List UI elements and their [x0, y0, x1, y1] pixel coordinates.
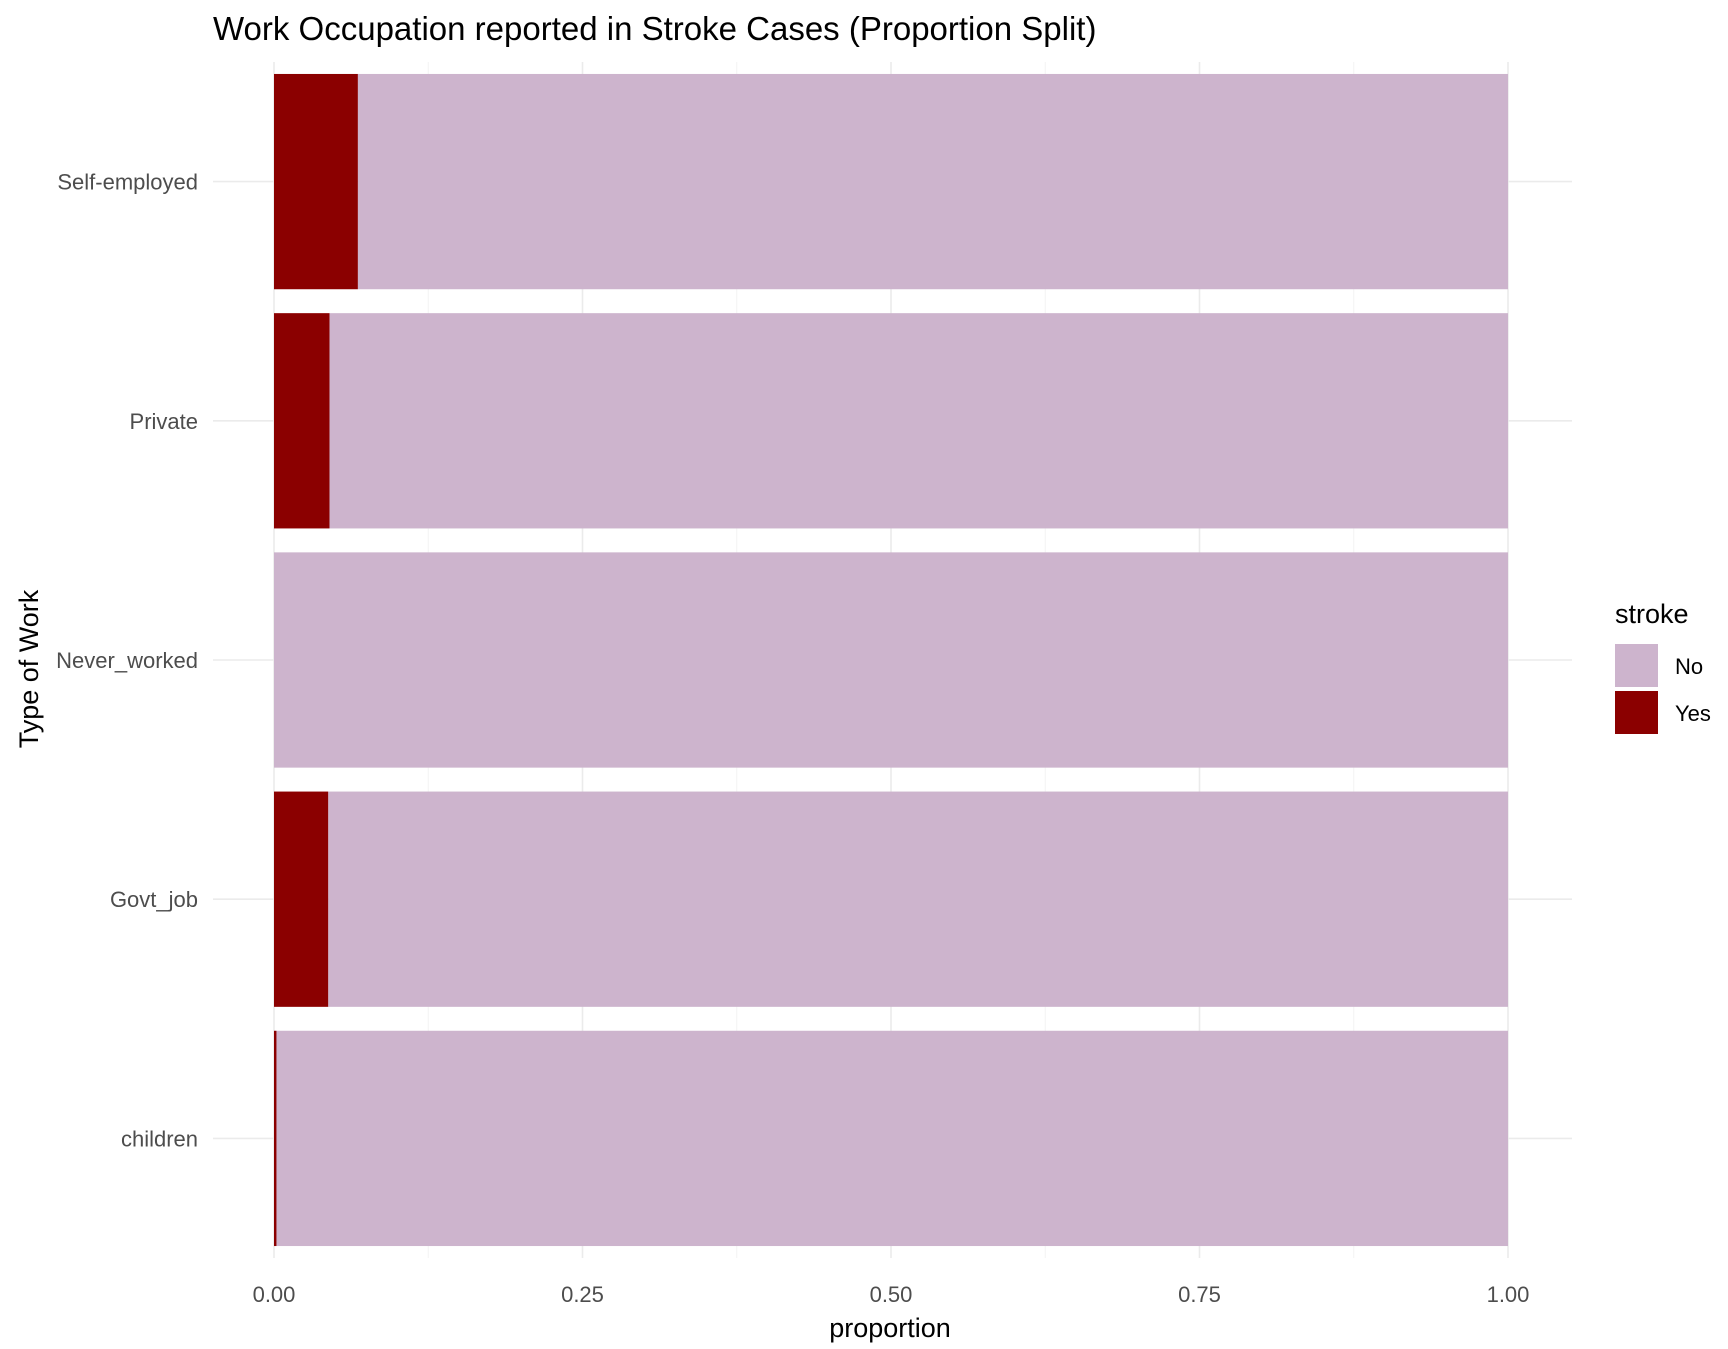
- axis-layer: Self-employed Private Never_worked Govt_job…: [56, 170, 1529, 1307]
- bar-self-employed-no: [357, 73, 1508, 290]
- x-tick-label: 0.25: [561, 1282, 604, 1307]
- legend-label-yes: Yes: [1675, 701, 1711, 726]
- chart-title: Work Occupation reported in Stroke Cases…: [213, 10, 1096, 47]
- x-axis-title: proportion: [829, 1313, 951, 1343]
- legend: stroke No Yes: [1615, 599, 1711, 734]
- y-tick-label: Never_worked: [56, 648, 198, 673]
- bar-private-no: [329, 313, 1508, 529]
- legend-title: stroke: [1615, 599, 1689, 629]
- legend-key-no: [1615, 644, 1658, 687]
- bar-govt-job-no: [328, 791, 1508, 1007]
- y-tick-label: children: [121, 1126, 198, 1151]
- y-axis-title: Type of Work: [14, 589, 44, 748]
- bar-layer: [274, 73, 1508, 1247]
- x-tick-label: 0.50: [870, 1282, 913, 1307]
- bar-children-no: [276, 1030, 1508, 1247]
- legend-entries: No Yes: [1615, 644, 1711, 734]
- bar-children-yes: [274, 1030, 277, 1247]
- bar-never-worked-no: [274, 552, 1508, 768]
- bar-govt-job-yes: [274, 791, 329, 1007]
- x-tick-label: 0.75: [1178, 1282, 1221, 1307]
- x-tick-label: 1.00: [1487, 1282, 1530, 1307]
- legend-key-yes: [1615, 691, 1658, 734]
- y-tick-label: Govt_job: [110, 887, 198, 912]
- x-tick-label: 0.00: [253, 1282, 296, 1307]
- bar-private-yes: [274, 313, 330, 529]
- y-tick-label: Self-employed: [57, 170, 198, 195]
- y-tick-label: Private: [130, 409, 198, 434]
- bar-self-employed-yes: [274, 73, 358, 290]
- legend-label-no: No: [1675, 654, 1703, 679]
